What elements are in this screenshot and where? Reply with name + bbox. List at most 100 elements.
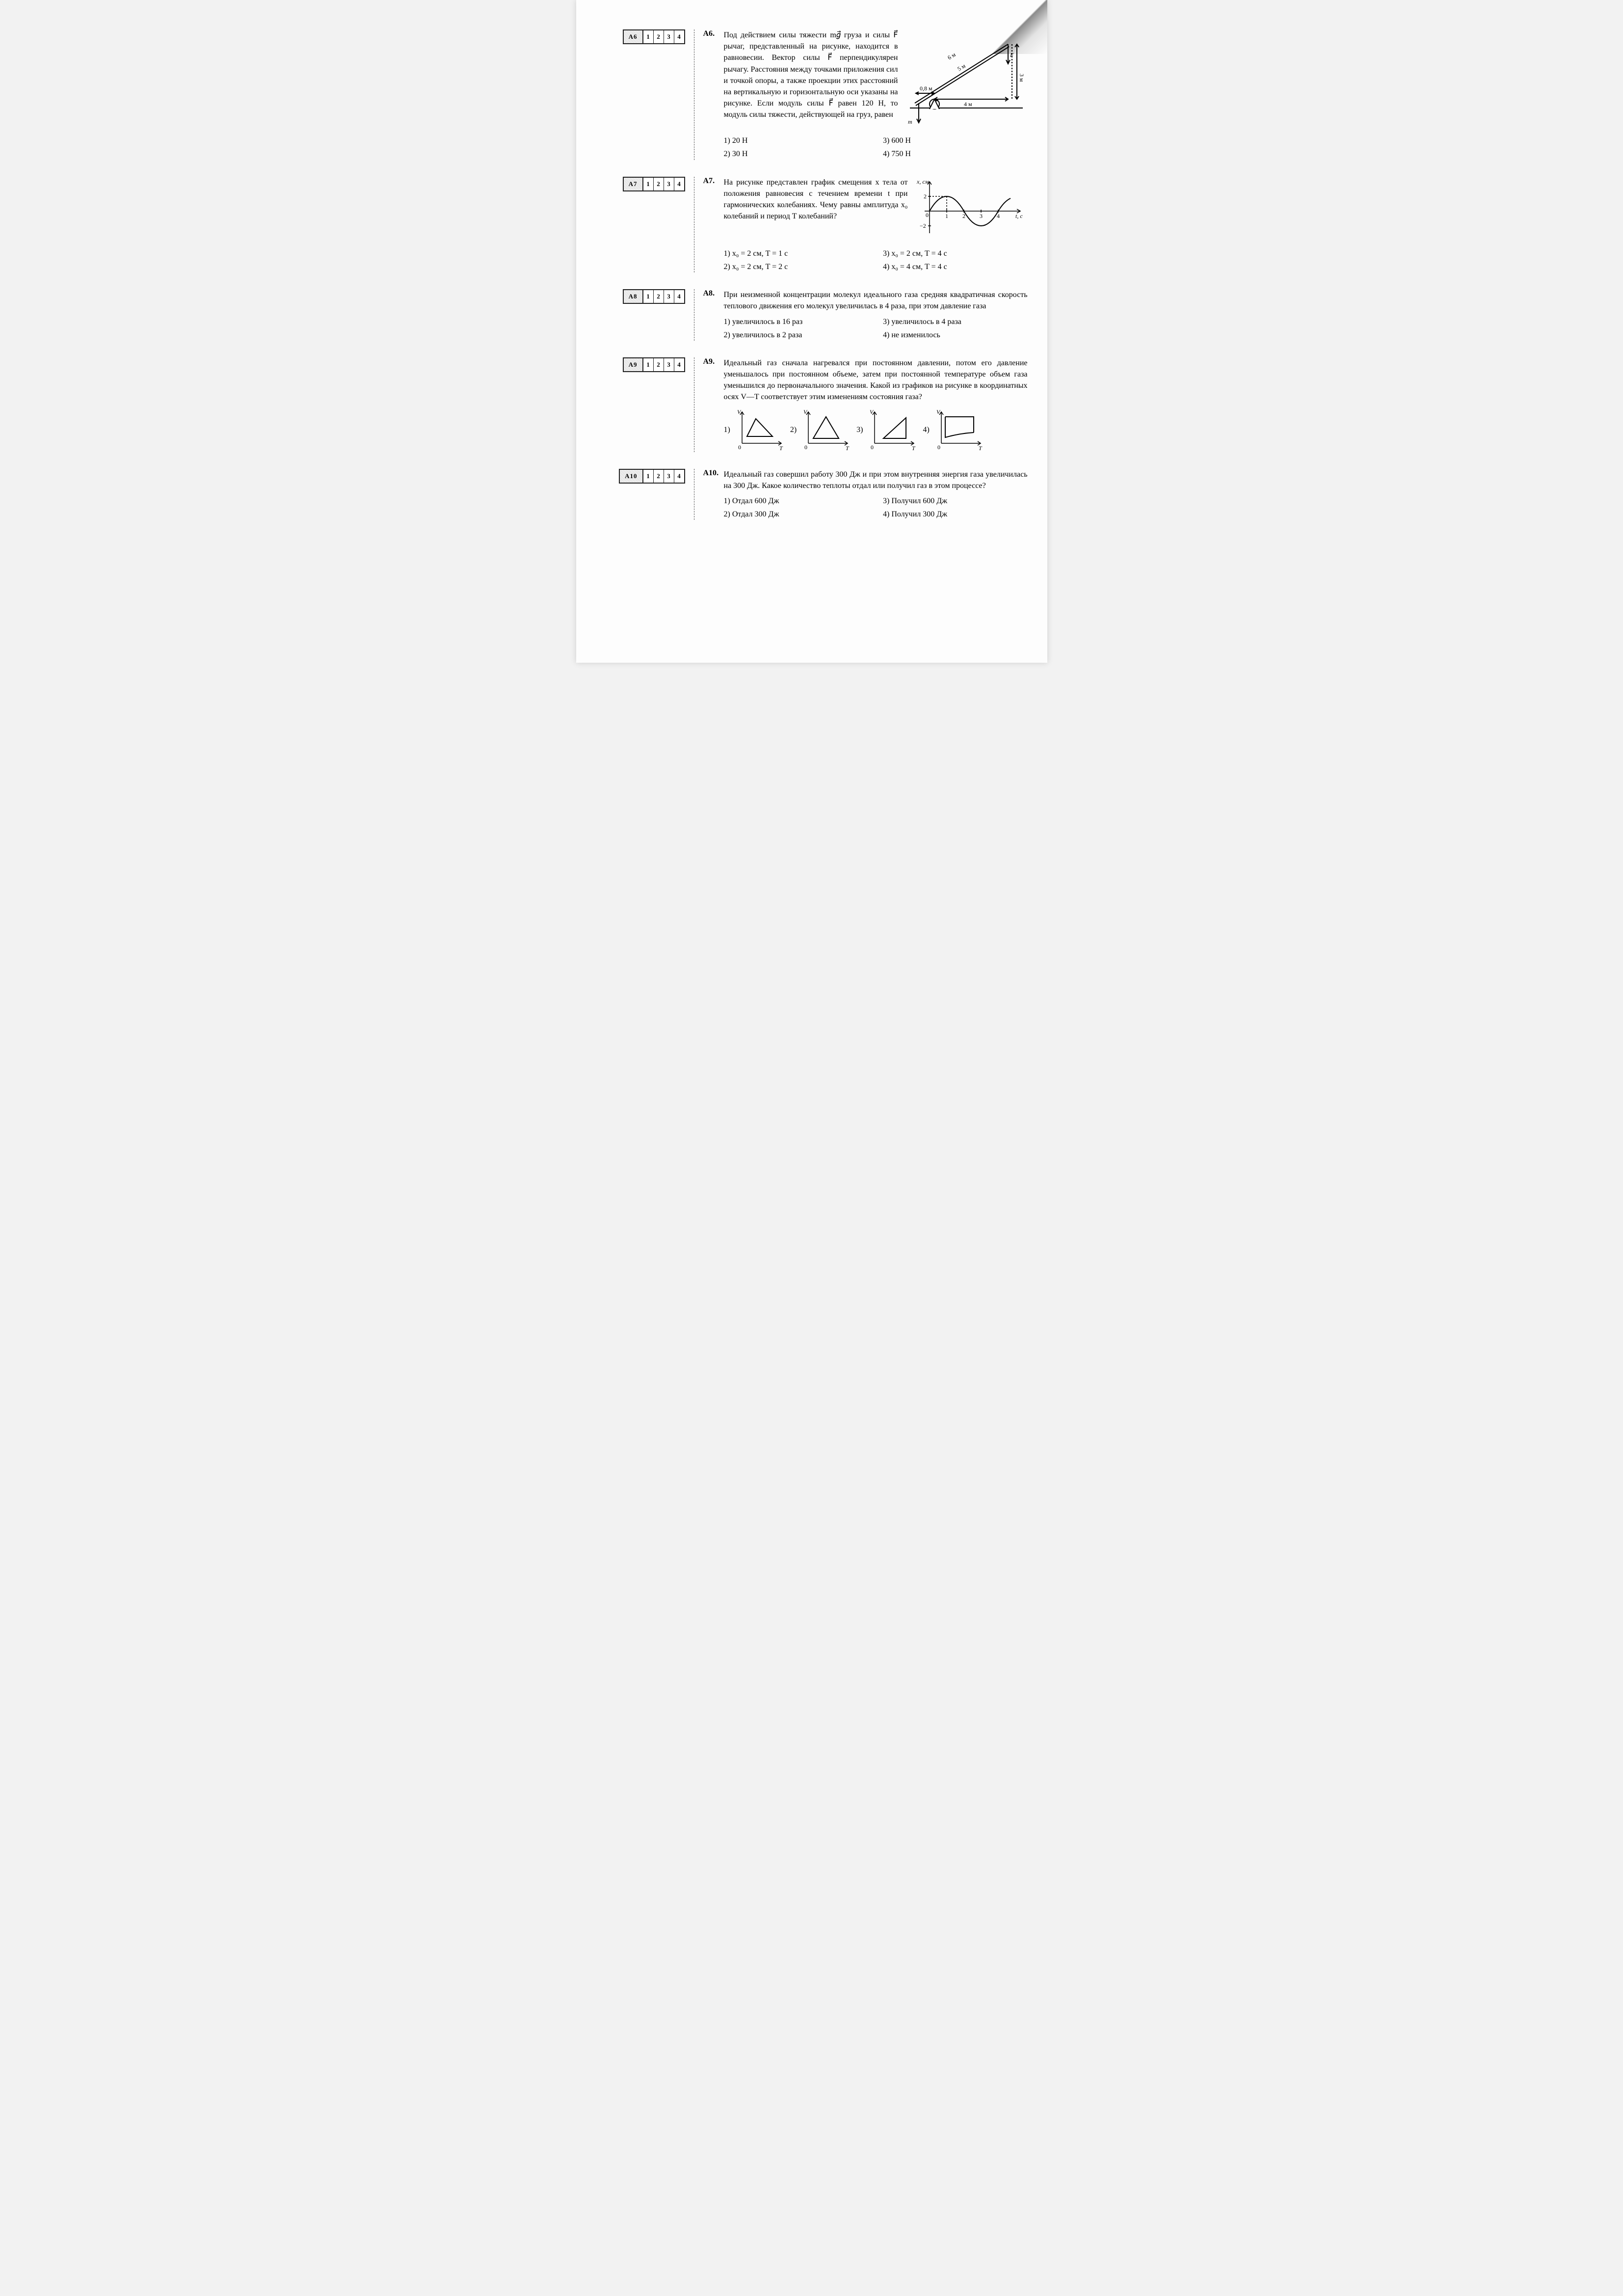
- svg-text:2: 2: [962, 213, 965, 219]
- option[interactable]: 3) x₀ = 2 см, T = 4 с: [883, 248, 1028, 259]
- answer-cell[interactable]: 1: [643, 470, 653, 483]
- question-number: A8.: [703, 289, 724, 298]
- answer-cell[interactable]: 1: [643, 30, 653, 43]
- svg-text:T: T: [912, 445, 916, 452]
- option-number: 2): [790, 424, 797, 435]
- question-a10-row: А10 1 2 3 4 A10. Идеальный газ совершил …: [596, 469, 1028, 520]
- answer-box-label: А6: [624, 30, 643, 43]
- answer-cell[interactable]: 4: [674, 178, 684, 190]
- option[interactable]: 2) Отдал 300 Дж: [724, 509, 869, 520]
- question-number: A6.: [703, 29, 724, 38]
- answer-cell[interactable]: 4: [674, 358, 684, 371]
- option[interactable]: 1) 20 Н: [724, 135, 869, 146]
- page: А6 1 2 3 4 A6. Под действием силы тяжест…: [576, 0, 1047, 663]
- svg-text:4 м: 4 м: [964, 101, 972, 108]
- answer-cell[interactable]: 1: [643, 178, 653, 190]
- option-number: 3): [856, 424, 863, 435]
- answer-cell[interactable]: 2: [653, 30, 664, 43]
- svg-text:−2: −2: [920, 222, 926, 229]
- answer-cell[interactable]: 1: [643, 358, 653, 371]
- answer-cells: 1 2 3 4: [643, 358, 684, 371]
- question-text: Идеальный газ сначала нагревался при пос…: [724, 357, 1028, 403]
- question-options: 1) увеличилось в 16 раз 3) увеличилось в…: [724, 316, 1028, 341]
- vt-graph-1: V T 0: [736, 408, 785, 452]
- answer-cell[interactable]: 4: [674, 470, 684, 483]
- vt-graph-2: V T 0: [802, 408, 851, 452]
- answer-box-label: А7: [624, 178, 643, 190]
- svg-text:4: 4: [997, 213, 1000, 219]
- svg-text:V: V: [803, 408, 808, 415]
- question-text: Идеальный газ совершил работу 300 Дж и п…: [724, 469, 1028, 491]
- svg-text:0: 0: [937, 444, 940, 451]
- svg-text:0: 0: [804, 444, 807, 451]
- question-options: 1) 20 Н 3) 600 Н 2) 30 Н 4) 750 Н: [724, 135, 1028, 160]
- question-text: На рисунке представлен график смещения x…: [724, 177, 908, 244]
- svg-text:T: T: [846, 445, 850, 452]
- answer-cell[interactable]: 2: [653, 470, 664, 483]
- option[interactable]: 3) 600 Н: [883, 135, 1028, 146]
- svg-text:F⃗: F⃗: [1010, 52, 1018, 58]
- answer-box-label: А10: [620, 470, 643, 483]
- vt-graph-4: V T 0: [935, 408, 984, 452]
- option[interactable]: 4) x₀ = 4 см, T = 4 с: [883, 261, 1028, 272]
- answer-cell[interactable]: 2: [653, 178, 664, 190]
- svg-text:x, см: x, см: [916, 178, 929, 185]
- question-options: 1) x₀ = 2 см, T = 1 с 3) x₀ = 2 см, T = …: [724, 248, 1028, 272]
- svg-text:3 м: 3 м: [1018, 74, 1025, 82]
- option[interactable]: 4) не изменилось: [883, 329, 1028, 341]
- answer-box-a6[interactable]: А6 1 2 3 4: [623, 29, 685, 44]
- question-a8-row: А8 1 2 3 4 A8. При неизменной концентрац…: [596, 289, 1028, 341]
- answer-cells: 1 2 3 4: [643, 30, 684, 43]
- option[interactable]: 4) 750 Н: [883, 148, 1028, 160]
- question-a9-row: А9 1 2 3 4 A9. Идеальный газ сначала наг…: [596, 357, 1028, 452]
- option[interactable]: 3) Получил 600 Дж: [883, 495, 1028, 507]
- answer-cells: 1 2 3 4: [643, 178, 684, 190]
- option[interactable]: 2) x₀ = 2 см, T = 2 с: [724, 261, 869, 272]
- svg-text:0: 0: [926, 212, 929, 218]
- svg-text:V: V: [936, 408, 941, 415]
- answer-cell[interactable]: 3: [664, 290, 674, 303]
- question-a6-row: А6 1 2 3 4 A6. Под действием силы тяжест…: [596, 29, 1028, 160]
- svg-text:0: 0: [738, 444, 741, 451]
- answer-cell[interactable]: 3: [664, 470, 674, 483]
- option[interactable]: 2) 30 Н: [724, 148, 869, 160]
- answer-cell[interactable]: 4: [674, 290, 684, 303]
- option[interactable]: 4) Получил 300 Дж: [883, 509, 1028, 520]
- answer-cell[interactable]: 2: [653, 290, 664, 303]
- option[interactable]: 1) Отдал 600 Дж: [724, 495, 869, 507]
- question-text: Под действием силы тяжести m𝑔⃗ груза и с…: [724, 29, 898, 131]
- lever-figure: 0,8 м 4 м 3 м 5 м 6 м F⃗ m𝑔⃗: [905, 29, 1028, 131]
- option[interactable]: 2) увеличилось в 2 раза: [724, 329, 869, 341]
- answer-cell[interactable]: 3: [664, 178, 674, 190]
- svg-text:V: V: [870, 408, 874, 415]
- question-number: A9.: [703, 357, 724, 366]
- svg-text:0: 0: [871, 444, 874, 451]
- answer-cell[interactable]: 1: [643, 290, 653, 303]
- answer-cells: 1 2 3 4: [643, 290, 684, 303]
- question-options: 1) Отдал 600 Дж 3) Получил 600 Дж 2) Отд…: [724, 495, 1028, 520]
- vt-graph-3: V T 0: [869, 408, 918, 452]
- option[interactable]: 1) x₀ = 2 см, T = 1 с: [724, 248, 869, 259]
- question-a7-row: А7 1 2 3 4 A7. На рисунке представлен гр…: [596, 177, 1028, 273]
- answer-cell[interactable]: 2: [653, 358, 664, 371]
- answer-cell[interactable]: 3: [664, 358, 674, 371]
- svg-text:T: T: [979, 445, 983, 452]
- answer-box-label: А8: [624, 290, 643, 303]
- answer-box-a8[interactable]: А8 1 2 3 4: [623, 289, 685, 304]
- answer-box-a9[interactable]: А9 1 2 3 4: [623, 357, 685, 372]
- svg-text:3: 3: [980, 213, 983, 219]
- option[interactable]: 3) увеличилось в 4 раза: [883, 316, 1028, 327]
- vt-graphs: 1) V T 0 2): [724, 408, 1028, 452]
- svg-text:V: V: [737, 408, 742, 415]
- question-number: A10.: [703, 469, 724, 478]
- answer-cell[interactable]: 3: [664, 30, 674, 43]
- svg-text:t, с: t, с: [1015, 213, 1023, 219]
- option-number: 1): [724, 424, 730, 435]
- option-number: 4): [923, 424, 929, 435]
- svg-text:2: 2: [924, 193, 927, 200]
- answer-box-a7[interactable]: А7 1 2 3 4: [623, 177, 685, 191]
- option[interactable]: 1) увеличилось в 16 раз: [724, 316, 869, 327]
- answer-cells: 1 2 3 4: [643, 470, 684, 483]
- answer-box-a10[interactable]: А10 1 2 3 4: [619, 469, 685, 484]
- answer-cell[interactable]: 4: [674, 30, 684, 43]
